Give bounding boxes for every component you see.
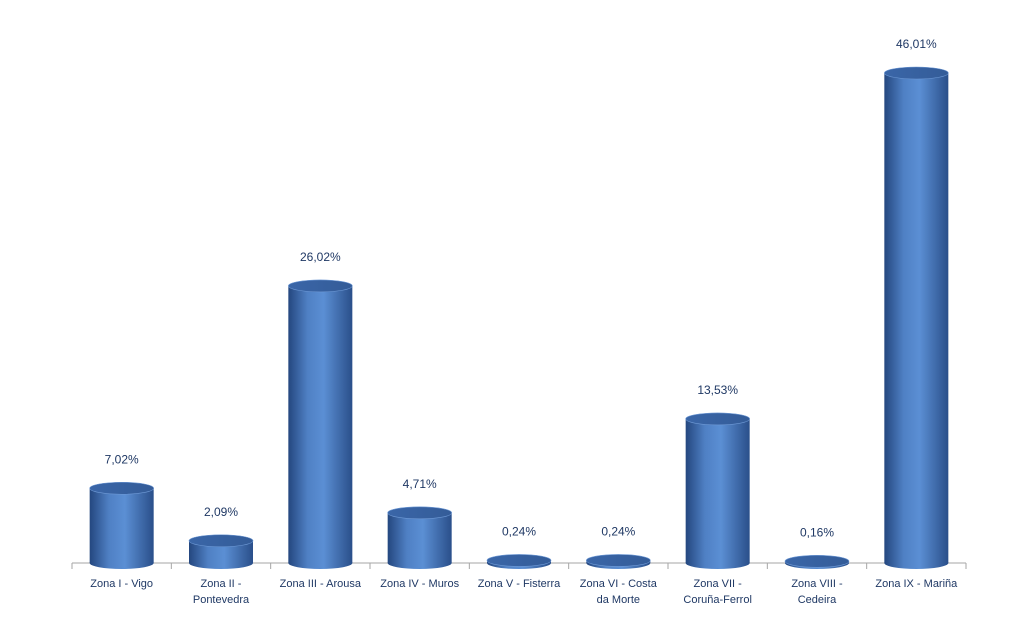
bar-top (288, 279, 353, 293)
bar-body (387, 512, 452, 563)
x-tick-label: Zona III - Arousa (279, 578, 361, 590)
bar-body (89, 488, 154, 563)
bar-top (89, 481, 154, 495)
bar-top (685, 412, 750, 426)
value-label: 13,53% (697, 383, 738, 397)
bar-top (884, 66, 949, 80)
value-label: 0,24% (601, 525, 635, 539)
bar (884, 66, 949, 569)
bar (784, 554, 850, 569)
x-tick-label: Zona IV - Muros (380, 578, 460, 590)
bar (387, 506, 452, 569)
value-label: 26,02% (300, 250, 341, 264)
x-tick-label: Zona VIII - Cedeira (791, 578, 843, 606)
bar (685, 412, 750, 569)
value-label: 7,02% (105, 452, 139, 466)
value-label: 4,71% (403, 477, 437, 491)
bar-body (189, 540, 253, 563)
value-label: 46,01% (896, 37, 937, 51)
bar (188, 534, 254, 569)
bar-top (387, 506, 452, 520)
x-tick-label: Zona VII - Coruña-Ferrol (683, 578, 752, 606)
bar-body (884, 73, 949, 563)
x-tick-label: Zona V - Fisterra (477, 578, 561, 590)
bar (586, 554, 651, 569)
bar-top (586, 554, 651, 567)
value-label: 0,16% (800, 525, 834, 539)
bar-body (685, 418, 750, 563)
bar (89, 481, 154, 569)
bar-body (288, 285, 353, 563)
x-tick-label: Zona II - Pontevedra (192, 578, 250, 606)
x-tick-label: Zona I - Vigo (90, 578, 154, 590)
value-label: 2,09% (204, 505, 238, 519)
x-tick-label: Zona IX - Mariña (875, 578, 958, 590)
value-label: 0,24% (502, 525, 536, 539)
bar (486, 554, 552, 569)
bar (288, 279, 353, 569)
bar-top (486, 554, 552, 567)
bar-top (188, 534, 254, 548)
bar-top (784, 554, 850, 568)
x-tick-label: Zona VI - Costa da Morte (579, 578, 657, 606)
